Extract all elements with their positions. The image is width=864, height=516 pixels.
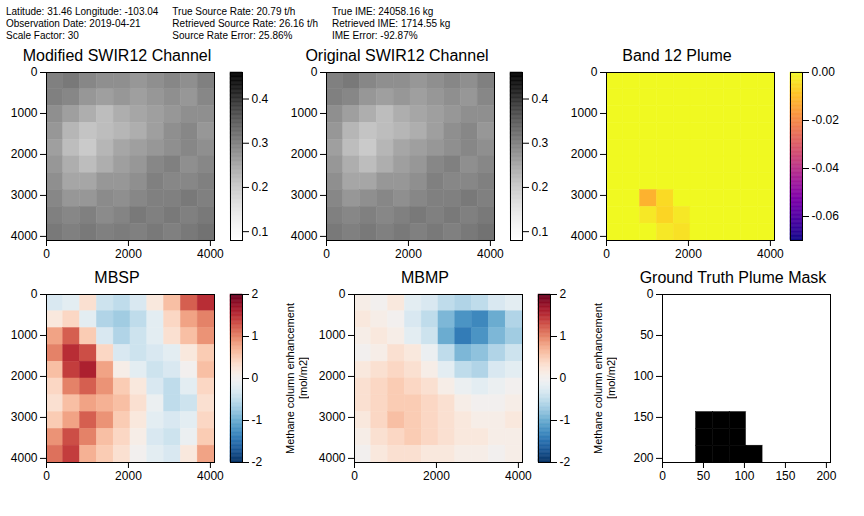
svg-text:-0.06: -0.06: [812, 209, 840, 223]
svg-text:0.00: 0.00: [812, 66, 836, 79]
svg-text:2000: 2000: [11, 369, 38, 383]
svg-text:1000: 1000: [571, 106, 598, 120]
html-text:Original SWIR12 Channel: Original SWIR12 Channel: [305, 47, 489, 64]
svg-text:1000: 1000: [319, 328, 346, 342]
html-text:Modified SWIR12 Channel: Modified SWIR12 Channel: [22, 47, 212, 64]
svg-text:2: 2: [252, 288, 259, 301]
html-text:True IME: 24058.16 kg: True IME: 24058.16 kg: [332, 6, 434, 17]
svg-text:0.2: 0.2: [252, 180, 269, 194]
svg-text:200: 200: [633, 451, 653, 465]
html-text:MBMP: MBMP: [401, 269, 449, 286]
svg-text:2: 2: [560, 288, 567, 301]
svg-text:-0.04: -0.04: [812, 161, 840, 175]
svg-text:150: 150: [775, 469, 795, 483]
svg-text:4000: 4000: [11, 229, 38, 243]
svg-text:1: 1: [560, 329, 567, 343]
svg-text:0.4: 0.4: [252, 92, 269, 106]
html-text:Band 12 Plume: Band 12 Plume: [622, 47, 732, 64]
svg-text:0: 0: [311, 66, 318, 79]
svg-text:-1: -1: [252, 413, 263, 427]
svg-text:100: 100: [633, 369, 653, 383]
svg-text:4000: 4000: [291, 229, 318, 243]
html-text:Observation Date: 2019-04-21: Observation Date: 2019-04-21: [6, 18, 141, 29]
svg-text:1: 1: [252, 329, 259, 343]
svg-text:50: 50: [697, 469, 711, 483]
svg-text:2000: 2000: [11, 147, 38, 161]
svg-text:200: 200: [816, 469, 836, 483]
svg-text:4000: 4000: [197, 469, 224, 483]
svg-text:3000: 3000: [11, 410, 38, 424]
svg-text:2000: 2000: [319, 369, 346, 383]
svg-text:-2: -2: [560, 455, 571, 469]
svg-text:2000: 2000: [675, 247, 702, 261]
svg-text:0.4: 0.4: [532, 92, 549, 106]
html-text:MBSP: MBSP: [94, 269, 140, 286]
svg-text:4000: 4000: [571, 229, 598, 243]
svg-text:1000: 1000: [11, 106, 38, 120]
svg-text:2000: 2000: [395, 247, 422, 261]
html-text:Latitude: 31.46 Longitude: -10: Latitude: 31.46 Longitude: -103.04: [6, 6, 159, 17]
html-text:Retrieved IME: 1714.55 kg: Retrieved IME: 1714.55 kg: [332, 18, 451, 29]
svg-text:1000: 1000: [291, 106, 318, 120]
html-text:Methane column enhancement [mo: Methane column enhancement [mol/m2]: [592, 302, 617, 454]
svg-text:0.1: 0.1: [252, 224, 269, 238]
svg-text:2000: 2000: [423, 469, 450, 483]
svg-text:100: 100: [734, 469, 754, 483]
html-text:Methane column enhancement [mo: Methane column enhancement [mol/m2]: [284, 302, 309, 454]
svg-text:0: 0: [31, 288, 38, 301]
svg-text:2000: 2000: [115, 247, 142, 261]
svg-text:2000: 2000: [571, 147, 598, 161]
svg-text:2000: 2000: [291, 147, 318, 161]
svg-text:0: 0: [591, 66, 598, 79]
svg-text:3000: 3000: [291, 188, 318, 202]
svg-text:1000: 1000: [11, 328, 38, 342]
html-text:Retrieved Source Rate: 26.16 t: Retrieved Source Rate: 26.16 t/h: [172, 18, 318, 29]
svg-text:4000: 4000: [319, 451, 346, 465]
svg-text:0: 0: [43, 469, 50, 483]
svg-text:-0.02: -0.02: [812, 113, 840, 127]
svg-text:3000: 3000: [11, 188, 38, 202]
svg-text:4000: 4000: [757, 247, 784, 261]
svg-text:3000: 3000: [319, 410, 346, 424]
svg-text:2000: 2000: [115, 469, 142, 483]
svg-text:-1: -1: [560, 413, 571, 427]
svg-text:0.3: 0.3: [532, 136, 549, 150]
svg-text:0: 0: [647, 288, 654, 301]
svg-text:3000: 3000: [571, 188, 598, 202]
svg-text:4000: 4000: [477, 247, 504, 261]
svg-text:4000: 4000: [11, 451, 38, 465]
svg-text:50: 50: [640, 328, 654, 342]
svg-text:0: 0: [43, 247, 50, 261]
svg-text:0.1: 0.1: [532, 224, 549, 238]
html-text:Ground Truth Plume Mask: Ground Truth Plume Mask: [639, 269, 827, 286]
svg-text:4000: 4000: [505, 469, 532, 483]
svg-text:0.3: 0.3: [252, 136, 269, 150]
html-text:True Source Rate: 20.79 t/h: True Source Rate: 20.79 t/h: [172, 6, 296, 17]
svg-text:150: 150: [633, 410, 653, 424]
svg-text:0: 0: [323, 247, 330, 261]
svg-text:0.2: 0.2: [532, 180, 549, 194]
html-text:Scale Factor: 30: Scale Factor: 30: [6, 30, 79, 41]
svg-text:0: 0: [603, 247, 610, 261]
svg-text:0: 0: [560, 371, 567, 385]
svg-text:-2: -2: [252, 455, 263, 469]
svg-text:0: 0: [659, 469, 666, 483]
svg-text:4000: 4000: [197, 247, 224, 261]
svg-text:0: 0: [351, 469, 358, 483]
svg-text:0: 0: [31, 66, 38, 79]
svg-text:0: 0: [339, 288, 346, 301]
html-text:IME Error: -92.87%: IME Error: -92.87%: [332, 30, 418, 41]
html-text:Source Rate Error: 25.86%: Source Rate Error: 25.86%: [172, 30, 293, 41]
svg-text:0: 0: [252, 371, 259, 385]
